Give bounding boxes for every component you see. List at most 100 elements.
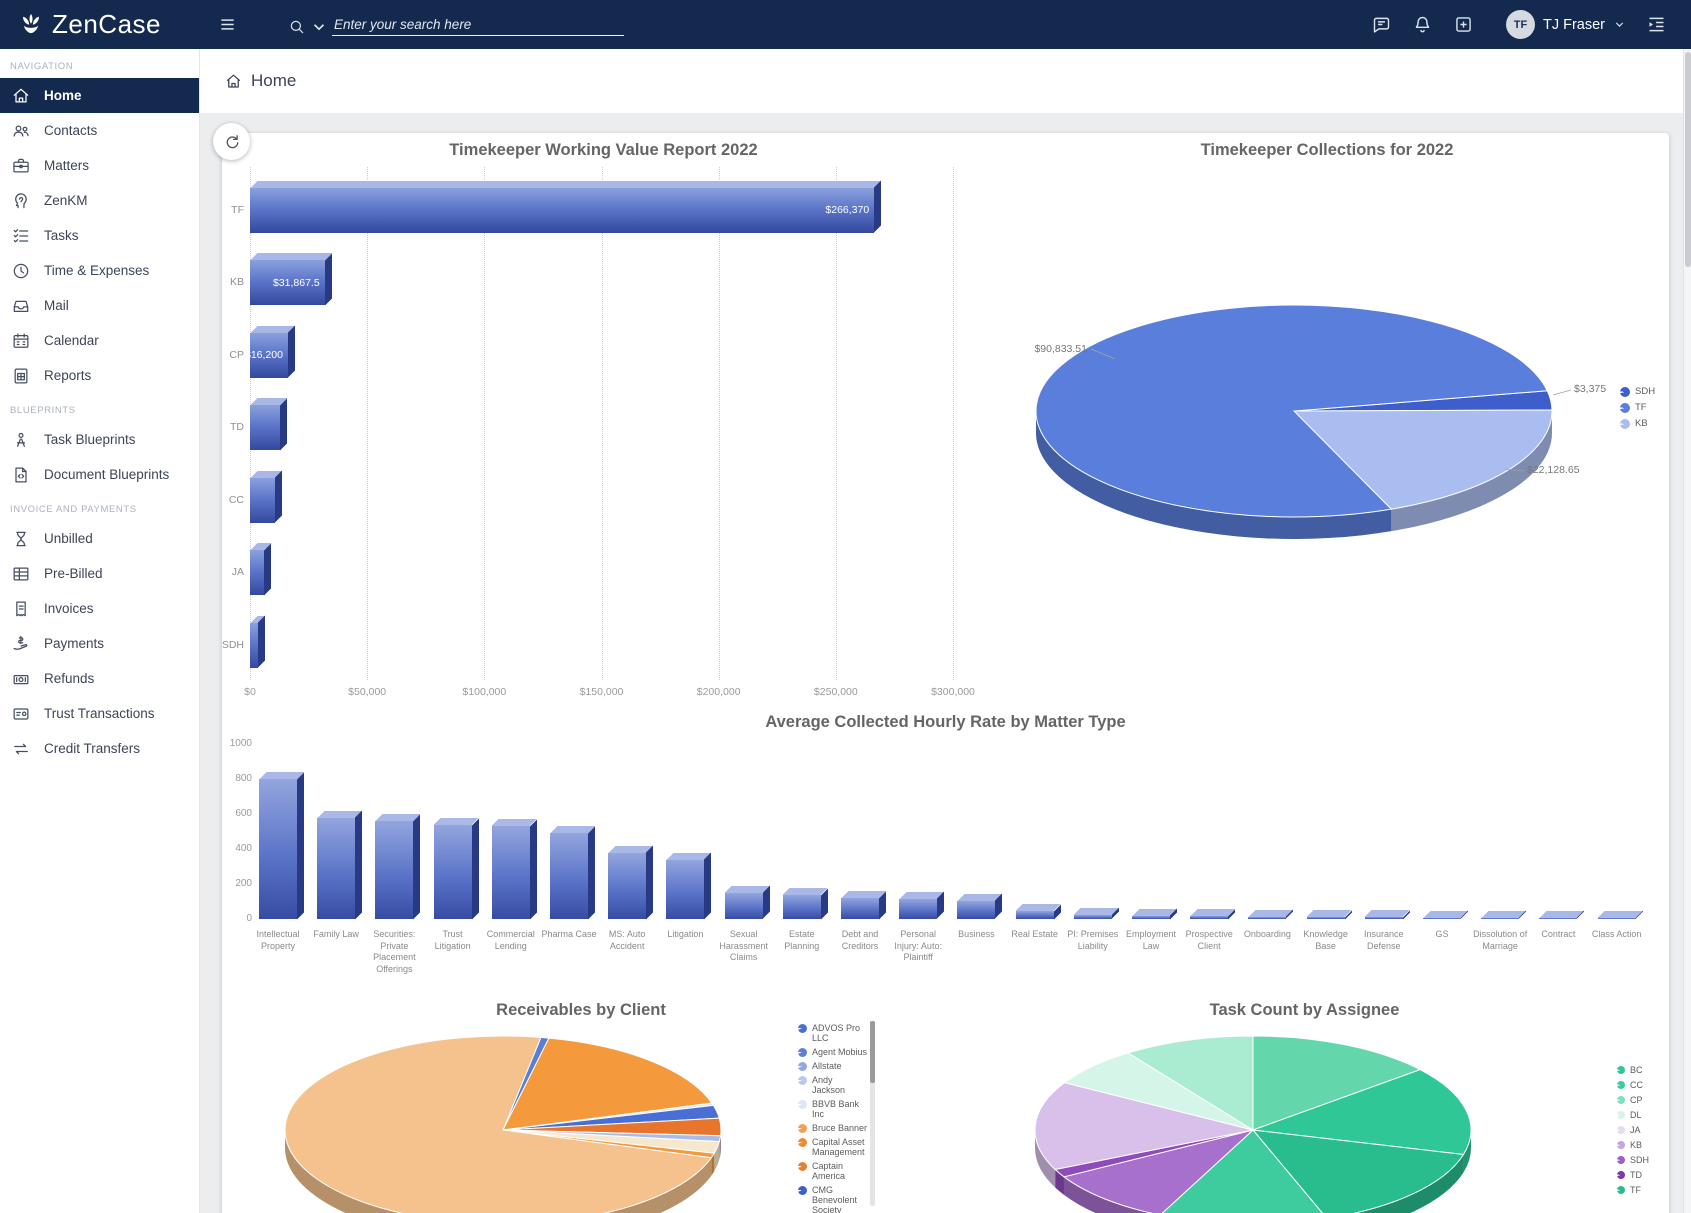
legend-label: TD <box>1630 1170 1642 1180</box>
messages-icon[interactable] <box>1371 14 1392 35</box>
pie-chart-icon <box>798 1024 807 1033</box>
chart-receivables-by-client: Receivables by Client ADVOS Pro LLC Agent… <box>222 993 940 1213</box>
sidebar-item-zenkm[interactable]: ZenKM <box>0 183 199 218</box>
sidebar-item-trust-transactions[interactable]: Trust Transactions <box>0 696 199 731</box>
y-axis-label: TF <box>231 203 244 216</box>
sidebar-item-calendar[interactable]: Calendar <box>0 323 199 358</box>
sidebar-item-time-expenses[interactable]: Time & Expenses <box>0 253 199 288</box>
sidebar-item-refunds[interactable]: Refunds <box>0 661 199 696</box>
home-icon <box>224 72 243 91</box>
zencase-logo[interactable]: ZenCase <box>16 9 161 40</box>
sidebar-item-contacts[interactable]: Contacts <box>0 113 199 148</box>
x-axis-category-label: Intellectual Property <box>256 929 300 951</box>
legend-item-agent-mobius[interactable]: Agent Mobius <box>798 1047 868 1057</box>
notifications-bell-icon[interactable] <box>1412 14 1433 35</box>
legend-item-kb[interactable]: KB <box>1620 418 1655 429</box>
sidebar-item-tasks[interactable]: Tasks <box>0 218 199 253</box>
sidebar-item-label: Reports <box>44 368 92 383</box>
search-input[interactable] <box>332 13 624 36</box>
pie-chart-icon <box>798 1048 807 1057</box>
pie-slice <box>1252 1035 1422 1131</box>
page-title: Home <box>251 71 297 90</box>
x-axis-tick: $150,000 <box>579 686 624 698</box>
sidebar-item-invoices[interactable]: Invoices <box>0 591 199 626</box>
sidebar-item-task-blueprints[interactable]: Task Blueprints <box>0 422 199 457</box>
sidebar-item-unbilled[interactable]: Unbilled <box>0 521 199 556</box>
x-axis-category-label: Personal Injury: Auto: Plaintiff <box>894 929 942 963</box>
y-axis-label: CP <box>229 348 244 361</box>
legend-item-cp[interactable]: CP <box>1617 1095 1649 1105</box>
sidebar-item-credit-transfers[interactable]: Credit Transfers <box>0 731 199 766</box>
legend-item-capital-asset-management[interactable]: Capital Asset Management <box>798 1137 868 1157</box>
bar-ms-auto-accident <box>608 852 647 919</box>
legend-item-advos-pro-llc[interactable]: ADVOS Pro LLC <box>798 1023 868 1043</box>
x-axis-category-label: Family Law <box>313 929 359 939</box>
legend-item-sdh[interactable]: SDH <box>1620 386 1655 397</box>
x-axis-category-label: Sexual Harassment Claims <box>719 929 768 963</box>
search-icon[interactable] <box>288 18 306 36</box>
page-scrollbar-thumb[interactable] <box>1685 52 1691 267</box>
legend-item-ja[interactable]: JA <box>1617 1125 1649 1135</box>
top-navbar: ZenCase TF TJ Fras <box>0 0 1691 49</box>
legend-item-tf[interactable]: TF <box>1617 1185 1649 1195</box>
legend-item-allstate[interactable]: Allstate <box>798 1061 868 1071</box>
bar-td <box>250 405 280 450</box>
sidebar-item-mail[interactable]: Mail <box>0 288 199 323</box>
table-icon <box>11 564 31 584</box>
legend-label: ADVOS Pro LLC <box>812 1023 861 1043</box>
page-scrollbar[interactable] <box>1683 49 1691 1213</box>
right-panel-toggle-icon[interactable] <box>1646 14 1667 35</box>
pie-chart-icon <box>798 1124 807 1133</box>
y-axis-tick: 800 <box>235 773 252 784</box>
legend-item-cc[interactable]: CC <box>1617 1080 1649 1090</box>
sidebar-item-matters[interactable]: Matters <box>0 148 199 183</box>
legend-label: CC <box>1630 1080 1643 1090</box>
legend-item-dl[interactable]: DL <box>1617 1110 1649 1120</box>
legend-item-bc[interactable]: BC <box>1617 1065 1649 1075</box>
main-area: Home Timekeeper Working Value Report 202… <box>200 49 1683 1213</box>
legend-label: DL <box>1630 1110 1642 1120</box>
legend-scrollbar[interactable] <box>870 1021 875 1206</box>
search-scope-chevron-icon[interactable] <box>310 18 328 36</box>
chart-title: Receivables by Client <box>496 1001 666 1019</box>
legend-item-kb[interactable]: KB <box>1617 1140 1649 1150</box>
legend-label: TF <box>1630 1185 1641 1195</box>
pie-chart-icon <box>1617 1081 1625 1089</box>
sidebar-item-document-blueprints[interactable]: Document Blueprints <box>0 457 199 492</box>
legend-item-bruce-banner[interactable]: Bruce Banner <box>798 1123 868 1133</box>
y-axis-label: CC <box>228 493 244 506</box>
report-icon <box>11 366 31 386</box>
legend-item-tf[interactable]: TF <box>1620 402 1655 413</box>
chart-task-count-by-assignee: Task Count by Assignee BC CC CP DL JA KB SDH TD… <box>940 993 1669 1213</box>
y-axis-label: TD <box>230 421 244 433</box>
quick-add-icon[interactable] <box>1453 14 1474 35</box>
legend-item-sdh[interactable]: SDH <box>1617 1155 1649 1165</box>
legend-item-andy-jackson[interactable]: Andy Jackson <box>798 1075 868 1095</box>
bar-trust-litigation <box>433 825 472 919</box>
legend-label: Allstate <box>812 1061 842 1071</box>
legend-item-td[interactable]: TD <box>1617 1170 1649 1180</box>
bar-class-action <box>1597 917 1636 919</box>
x-axis-category-label: Prospective Client <box>1185 929 1233 951</box>
legend-item-captain-america[interactable]: Captain America <box>798 1161 868 1181</box>
x-axis-category-label: Insurance Defense <box>1364 929 1404 951</box>
legend-label: Capital Asset Management <box>812 1137 865 1157</box>
chart-title: Timekeeper Collections for 2022 <box>1200 141 1454 159</box>
bar-commercial-lending <box>491 826 530 919</box>
bar-contract <box>1539 917 1578 919</box>
sidebar-item-payments[interactable]: Payments <box>0 626 199 661</box>
sidebar-item-pre-billed[interactable]: Pre-Billed <box>0 556 199 591</box>
sidebar-item-label: Calendar <box>44 333 99 348</box>
x-axis-tick: $100,000 <box>462 686 507 698</box>
legend-item-cmg-benevolent-society[interactable]: CMG Benevolent Society <box>798 1185 868 1213</box>
task-blueprint-icon <box>11 430 31 450</box>
hamburger-menu-icon[interactable] <box>217 14 238 35</box>
legend-label: Andy Jackson <box>812 1075 846 1095</box>
legend-scrollbar-thumb[interactable] <box>870 1021 875 1083</box>
pie-slice <box>1034 1082 1254 1171</box>
refresh-button[interactable] <box>213 123 250 160</box>
sidebar-item-home[interactable]: Home <box>0 78 199 113</box>
sidebar-item-reports[interactable]: Reports <box>0 358 199 393</box>
legend-item-bbvb-bank-inc[interactable]: BBVB Bank Inc <box>798 1099 868 1119</box>
user-menu[interactable]: TF TJ Fraser <box>1505 10 1626 39</box>
